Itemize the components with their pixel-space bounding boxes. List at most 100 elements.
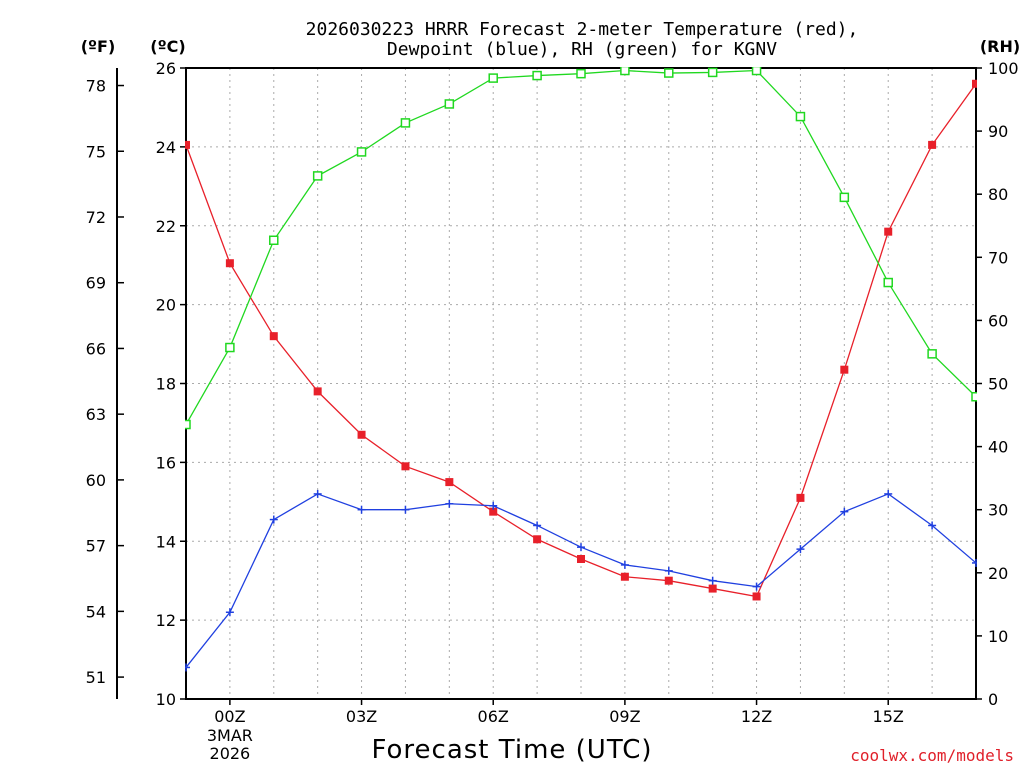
dewpoint-point — [664, 566, 673, 575]
rh-tick-label: 50 — [988, 375, 1008, 394]
fahrenheit-unit-label: (ºF) — [81, 37, 116, 56]
dewpoint-point — [225, 608, 234, 617]
temperature-point — [752, 592, 761, 601]
rh-point — [839, 192, 850, 203]
rh-tick-label: 10 — [988, 627, 1008, 646]
temperature-point — [664, 576, 673, 585]
dewpoint-point — [401, 505, 410, 514]
axes — [116, 67, 982, 705]
rh-point — [751, 67, 762, 76]
temperature-point — [577, 554, 585, 563]
rh-point — [664, 68, 674, 78]
f-tick-label: 51 — [86, 668, 106, 687]
temperature-point — [884, 227, 893, 236]
rh-tick-label: 100 — [988, 59, 1019, 78]
x-tick-label: 03Z — [346, 707, 377, 726]
f-tick-label: 63 — [86, 405, 106, 424]
temperature-point — [533, 535, 542, 544]
f-tick-label: 72 — [86, 208, 106, 227]
f-tick-label: 60 — [86, 471, 106, 490]
plot-frame — [185, 67, 977, 700]
temperature-point — [928, 140, 937, 149]
rh-tick-label: 70 — [988, 248, 1008, 267]
c-tick-label: 22 — [156, 217, 176, 236]
temperature-point — [185, 140, 190, 149]
f-tick-label: 57 — [86, 537, 106, 556]
rh-point — [883, 277, 893, 288]
temperature-point — [796, 493, 805, 502]
rh-point — [488, 73, 498, 83]
dewpoint-point — [796, 545, 805, 554]
dewpoint-point — [752, 582, 761, 591]
c-tick-label: 14 — [156, 532, 176, 551]
c-tick-label: 26 — [156, 59, 176, 78]
grid-lines — [185, 67, 977, 700]
rh-point — [620, 67, 630, 76]
rh-tick-label: 90 — [988, 122, 1008, 141]
rh-point — [312, 171, 323, 181]
rh-tick-label: 30 — [988, 501, 1008, 520]
temperature-point — [357, 430, 366, 439]
rh-point — [971, 392, 977, 402]
temperature-point — [840, 365, 849, 374]
rh-point — [707, 67, 718, 78]
rh-point — [795, 111, 806, 122]
dewpoint-point — [533, 521, 542, 530]
series-lines — [185, 67, 977, 672]
temperature-point — [620, 572, 629, 581]
series-temperature — [185, 79, 977, 601]
f-tick-label: 78 — [86, 77, 106, 96]
rh-point — [400, 118, 411, 128]
f-tick-label: 54 — [86, 602, 106, 621]
rh-point — [444, 99, 455, 109]
rh-tick-label: 80 — [988, 185, 1008, 204]
x-tick-label: 09Z — [609, 707, 640, 726]
celsius-unit-label: (ºC) — [150, 37, 185, 56]
temperature-point — [269, 332, 278, 341]
series-dewpoint — [185, 489, 977, 672]
c-tick-label: 24 — [156, 138, 176, 157]
rh-point — [576, 68, 586, 79]
temperature-point — [313, 387, 322, 396]
dewpoint-point — [489, 501, 498, 510]
c-tick-label: 12 — [156, 611, 176, 630]
rh-point — [927, 349, 937, 359]
x-tick-year: 2026 — [210, 744, 251, 763]
rh-point — [532, 70, 542, 81]
rh-unit-label: (RH) — [980, 37, 1020, 56]
c-tick-label: 20 — [156, 296, 176, 315]
f-tick-label: 75 — [86, 142, 106, 161]
dewpoint-point — [928, 521, 937, 530]
dewpoint-point — [185, 663, 190, 672]
dewpoint-point — [708, 576, 717, 585]
temperature-point — [708, 584, 717, 593]
credit-link[interactable]: coolwx.com/models — [850, 746, 1014, 765]
x-tick-label: 06Z — [478, 707, 509, 726]
rh-tick-label: 60 — [988, 311, 1008, 330]
dewpoint-point — [269, 515, 278, 524]
x-tick-label: 12Z — [741, 707, 772, 726]
rh-point — [356, 147, 367, 157]
rh-tick-label: 0 — [988, 690, 998, 709]
rh-point — [269, 235, 279, 246]
dewpoint-point — [972, 558, 977, 567]
dewpoint-point — [577, 543, 585, 552]
dewpoint-point — [313, 489, 322, 498]
rh-point — [185, 419, 191, 430]
chart-title-line2: Dewpoint (blue), RH (green) for KGNV — [387, 39, 777, 60]
dewpoint-point — [357, 505, 366, 514]
c-tick-label: 10 — [156, 690, 176, 709]
x-tick-label: 15Z — [873, 707, 904, 726]
x-tick-date: 3MAR — [207, 726, 253, 745]
c-tick-label: 18 — [156, 375, 176, 394]
dewpoint-point — [840, 507, 849, 516]
rh-tick-label: 40 — [988, 438, 1008, 457]
dewpoint-point — [884, 489, 893, 498]
f-tick-label: 69 — [86, 274, 106, 293]
temperature-point — [489, 507, 498, 516]
series-rh — [185, 67, 977, 430]
temperature-point — [445, 478, 454, 487]
c-tick-label: 16 — [156, 453, 176, 472]
